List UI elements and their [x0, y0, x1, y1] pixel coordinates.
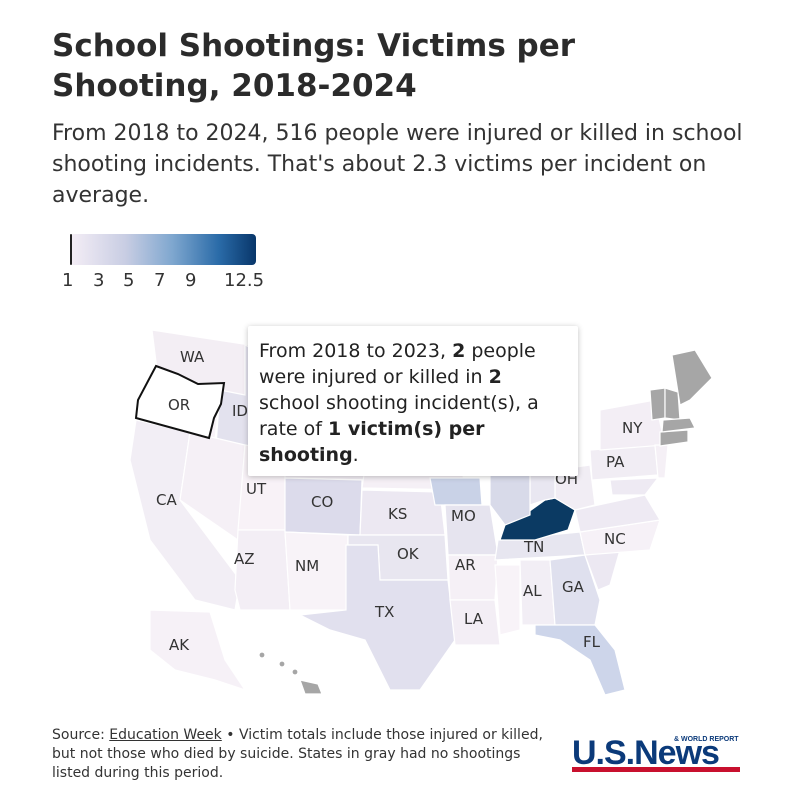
- tooltip-prefix: From 2018 to 2023,: [259, 340, 453, 362]
- tooltip-text: From 2018 to 2023, 2 people were injured…: [259, 338, 559, 468]
- state-vt[interactable]: [649, 387, 666, 421]
- logo-svg: U.S.News & WORLD REPORT: [570, 732, 742, 774]
- label-ny: NY: [622, 419, 643, 437]
- source-label: Source:: [52, 727, 110, 743]
- state-hi-island[interactable]: [278, 660, 286, 668]
- legend-tick: 12.5: [224, 270, 265, 291]
- state-va[interactable]: [574, 494, 661, 533]
- state-hi-island[interactable]: [258, 651, 266, 659]
- tooltip-mid: people were injured or killed in: [259, 340, 536, 388]
- label-ga: GA: [562, 578, 585, 596]
- label-nc: NC: [604, 530, 626, 548]
- state-md[interactable]: [609, 477, 660, 496]
- label-tn: TN: [523, 538, 544, 556]
- label-ks: KS: [388, 505, 407, 523]
- state-ga[interactable]: [549, 554, 601, 626]
- state-hi[interactable]: [299, 679, 323, 695]
- label-co: CO: [311, 493, 333, 511]
- state-tooltip: From 2018 to 2023, 2 people were injured…: [248, 326, 578, 476]
- us-choropleth-map[interactable]: WA OR ID CA UT AZ NM CO KS OK TX MO AR L…: [0, 300, 794, 710]
- label-id: ID: [232, 402, 248, 420]
- label-az: AZ: [234, 550, 255, 568]
- state-il[interactable]: [489, 469, 531, 526]
- map-svg[interactable]: WA OR ID CA UT AZ NM CO KS OK TX MO AR L…: [0, 300, 794, 710]
- legend-tick: 3: [93, 270, 105, 291]
- label-mo: MO: [451, 507, 476, 525]
- state-tx[interactable]: [297, 544, 456, 691]
- label-ok: OK: [397, 545, 420, 563]
- state-hi-island[interactable]: [291, 668, 299, 676]
- tooltip-mid2: school shooting incident(s), a rate of: [259, 392, 539, 440]
- state-ia[interactable]: [429, 477, 483, 506]
- label-la: LA: [464, 610, 484, 628]
- tooltip-rate: 1 victim(s) per shooting: [259, 418, 485, 466]
- state-la[interactable]: [449, 599, 501, 646]
- state-ak[interactable]: [149, 609, 247, 692]
- label-wa: WA: [180, 348, 205, 366]
- tooltip-suffix: .: [352, 444, 359, 466]
- chart-subtitle: From 2018 to 2024, 516 people were injur…: [52, 121, 743, 208]
- state-me[interactable]: [671, 349, 713, 406]
- state-az[interactable]: [234, 529, 291, 611]
- footer-note-text: • Victim totals include those injured or…: [52, 727, 543, 781]
- legend-tick: 1: [62, 270, 74, 291]
- state-nj[interactable]: [654, 444, 669, 479]
- usnews-logo[interactable]: U.S.News & WORLD REPORT: [570, 732, 742, 774]
- footer-note: Source: Education Week • Victim totals i…: [52, 726, 562, 783]
- chart-title: School Shootings: Victims per Shooting, …: [52, 28, 576, 104]
- legend-gradient-bar: [70, 234, 256, 265]
- label-ca: CA: [156, 491, 177, 509]
- label-pa: PA: [606, 453, 625, 471]
- legend-tick: 7: [154, 270, 166, 291]
- tooltip-incidents: 2: [488, 366, 502, 388]
- label-fl: FL: [583, 633, 601, 651]
- svg-text:U.S.News: U.S.News: [572, 734, 719, 772]
- label-al: AL: [523, 582, 542, 600]
- label-tx: TX: [374, 603, 394, 621]
- selected-state-outline: [134, 364, 226, 440]
- label-ar: AR: [455, 556, 476, 574]
- legend-tick: 5: [123, 270, 135, 291]
- label-nm: NM: [295, 557, 319, 575]
- tooltip-people: 2: [452, 340, 466, 362]
- state-ms[interactable]: [494, 564, 521, 636]
- source-link[interactable]: Education Week: [109, 727, 222, 743]
- label-or: OR: [168, 396, 190, 414]
- label-ak: AK: [169, 636, 190, 654]
- label-ut: UT: [246, 480, 267, 498]
- state-ct[interactable]: [659, 429, 689, 447]
- state-fl[interactable]: [534, 624, 626, 696]
- legend-tick: 9: [185, 270, 197, 291]
- color-legend: 1 3 5 7 9 12.5: [60, 234, 280, 291]
- svg-text:& WORLD REPORT: & WORLD REPORT: [674, 736, 739, 743]
- state-ma[interactable]: [661, 417, 696, 433]
